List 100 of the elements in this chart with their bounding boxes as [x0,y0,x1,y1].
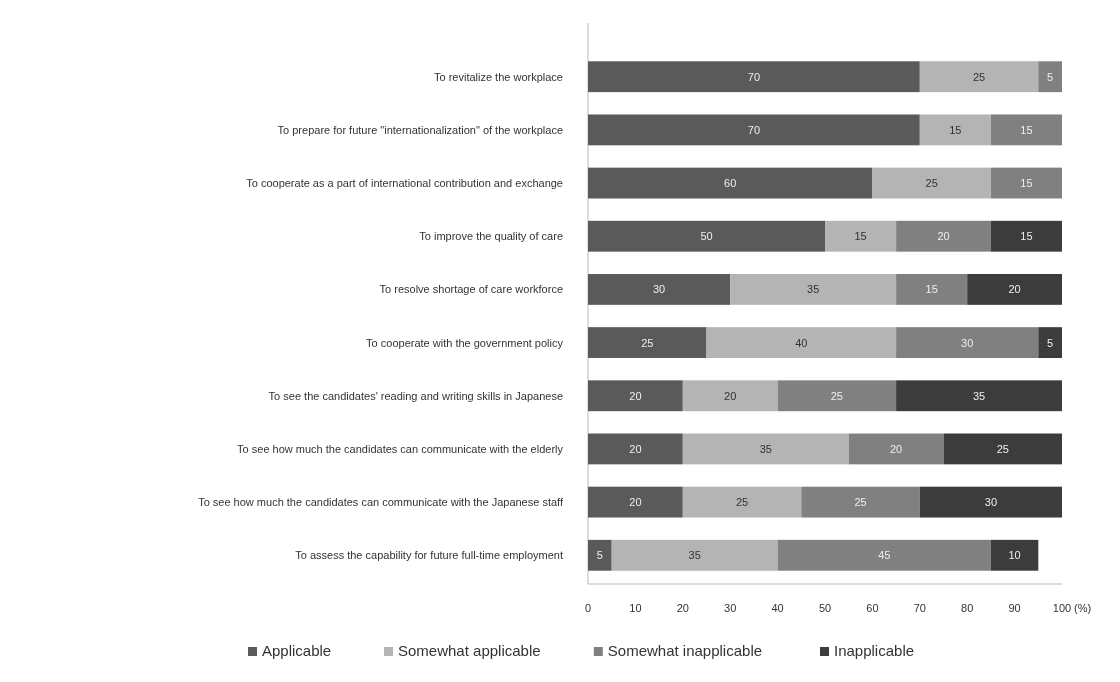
bar [588,61,920,93]
bar [588,327,707,359]
x-tick-label: 90 [1008,602,1021,614]
legend-label: Inapplicable [834,642,915,659]
data-label: 20 [889,442,903,455]
data-label: 15 [1020,123,1033,136]
data-label: 45 [878,549,891,562]
y-tick-label: To revitalize the workplace [433,70,563,83]
y-tick-label: To resolve shortage of care workforce [379,283,563,296]
bar [990,167,1062,199]
data-label: 25 [854,496,867,509]
bar [588,167,873,199]
legend-label: Applicable [262,642,332,659]
x-tick-label: 70 [913,602,926,614]
data-label: 25 [735,496,749,509]
data-label: 35 [807,283,820,296]
bar [990,114,1062,146]
data-label: 25 [996,442,1009,455]
data-label: 15 [1020,177,1033,190]
x-tick-label: 10 [629,602,642,614]
data-label: 15 [949,123,962,136]
bar [825,220,897,252]
bar [919,486,1062,518]
bar [611,539,778,571]
bar [1038,61,1062,93]
bar [801,486,920,518]
x-tick-label: 80 [961,602,974,614]
bar [1038,327,1062,359]
data-label: 5 [596,549,603,562]
bar [682,433,849,465]
bar [990,539,1039,571]
x-tick-label: 100 [1052,602,1072,614]
data-label: 25 [830,389,843,402]
data-label: 15 [925,283,938,296]
y-tick-label: To assess the capability for future full-time employment [295,549,563,562]
x-tick-label: 20 [676,602,689,614]
bar [848,433,944,465]
legend-label: Somewhat inapplicable [607,642,763,659]
data-label: 25 [972,70,986,83]
data-label: 60 [724,177,737,190]
bar [588,486,683,518]
data-label: 5 [1047,336,1054,349]
bar [896,327,1039,359]
data-label: 70 [747,123,761,136]
data-label: 30 [961,336,974,349]
y-tick-label: To improve the quality of care [419,230,563,243]
bar [588,114,920,146]
bar [872,167,991,199]
bar [896,220,991,252]
bar [730,273,897,305]
y-tick-label: To see how much the candidates can communicate with the elderly [237,442,564,455]
x-tick-label: 50 [818,602,832,614]
y-tick-label: To see the candidates' reading and writing skills in Japanese [268,389,563,402]
data-label: 5 [1047,70,1054,83]
bar [896,380,1062,412]
bar [777,539,991,571]
data-label: 20 [937,230,950,243]
bar [990,220,1062,252]
data-label: 25 [925,177,938,190]
x-axis-title: (%) [1074,602,1092,614]
data-label: 70 [747,70,761,83]
bar [706,327,897,359]
data-label: 30 [652,283,666,296]
bar [896,273,968,305]
data-label: 35 [972,389,986,402]
data-label: 20 [1008,283,1021,296]
y-tick-label: To prepare for future "internationalization" of the workplace [277,123,563,136]
bar [919,61,1039,93]
data-label: 20 [629,442,642,455]
bar [588,380,683,412]
data-label: 15 [1020,230,1033,243]
data-label: 10 [1008,549,1021,562]
data-label: 25 [641,336,654,349]
bar [682,380,778,412]
y-tick-label: To cooperate as a part of international contribution and exchange [246,177,563,190]
x-tick-label: 30 [724,602,737,614]
bar [588,220,825,252]
x-tick-label: 40 [771,602,784,614]
bar [919,114,991,146]
y-tick-label: To see how much the candidates can communicate with the Japanese staff [198,496,564,509]
x-tick-label: 60 [866,602,879,614]
data-label: 20 [629,389,642,402]
data-label: 15 [854,230,867,243]
data-label: 30 [984,496,998,509]
x-tick-label: 0 [584,602,592,614]
legend-label: Somewhat applicable [398,642,541,659]
data-label: 50 [700,230,713,243]
bar [682,486,802,518]
data-label: 40 [795,336,808,349]
bar [588,539,612,571]
data-label: 35 [759,442,772,455]
bar [588,273,731,305]
bar [943,433,1062,465]
data-label: 20 [724,389,737,402]
data-label: 20 [629,496,642,509]
bar [588,433,683,465]
bar [967,273,1062,305]
data-label: 35 [688,549,701,562]
bar [777,380,897,412]
y-tick-label: To cooperate with the government policy [366,336,564,349]
